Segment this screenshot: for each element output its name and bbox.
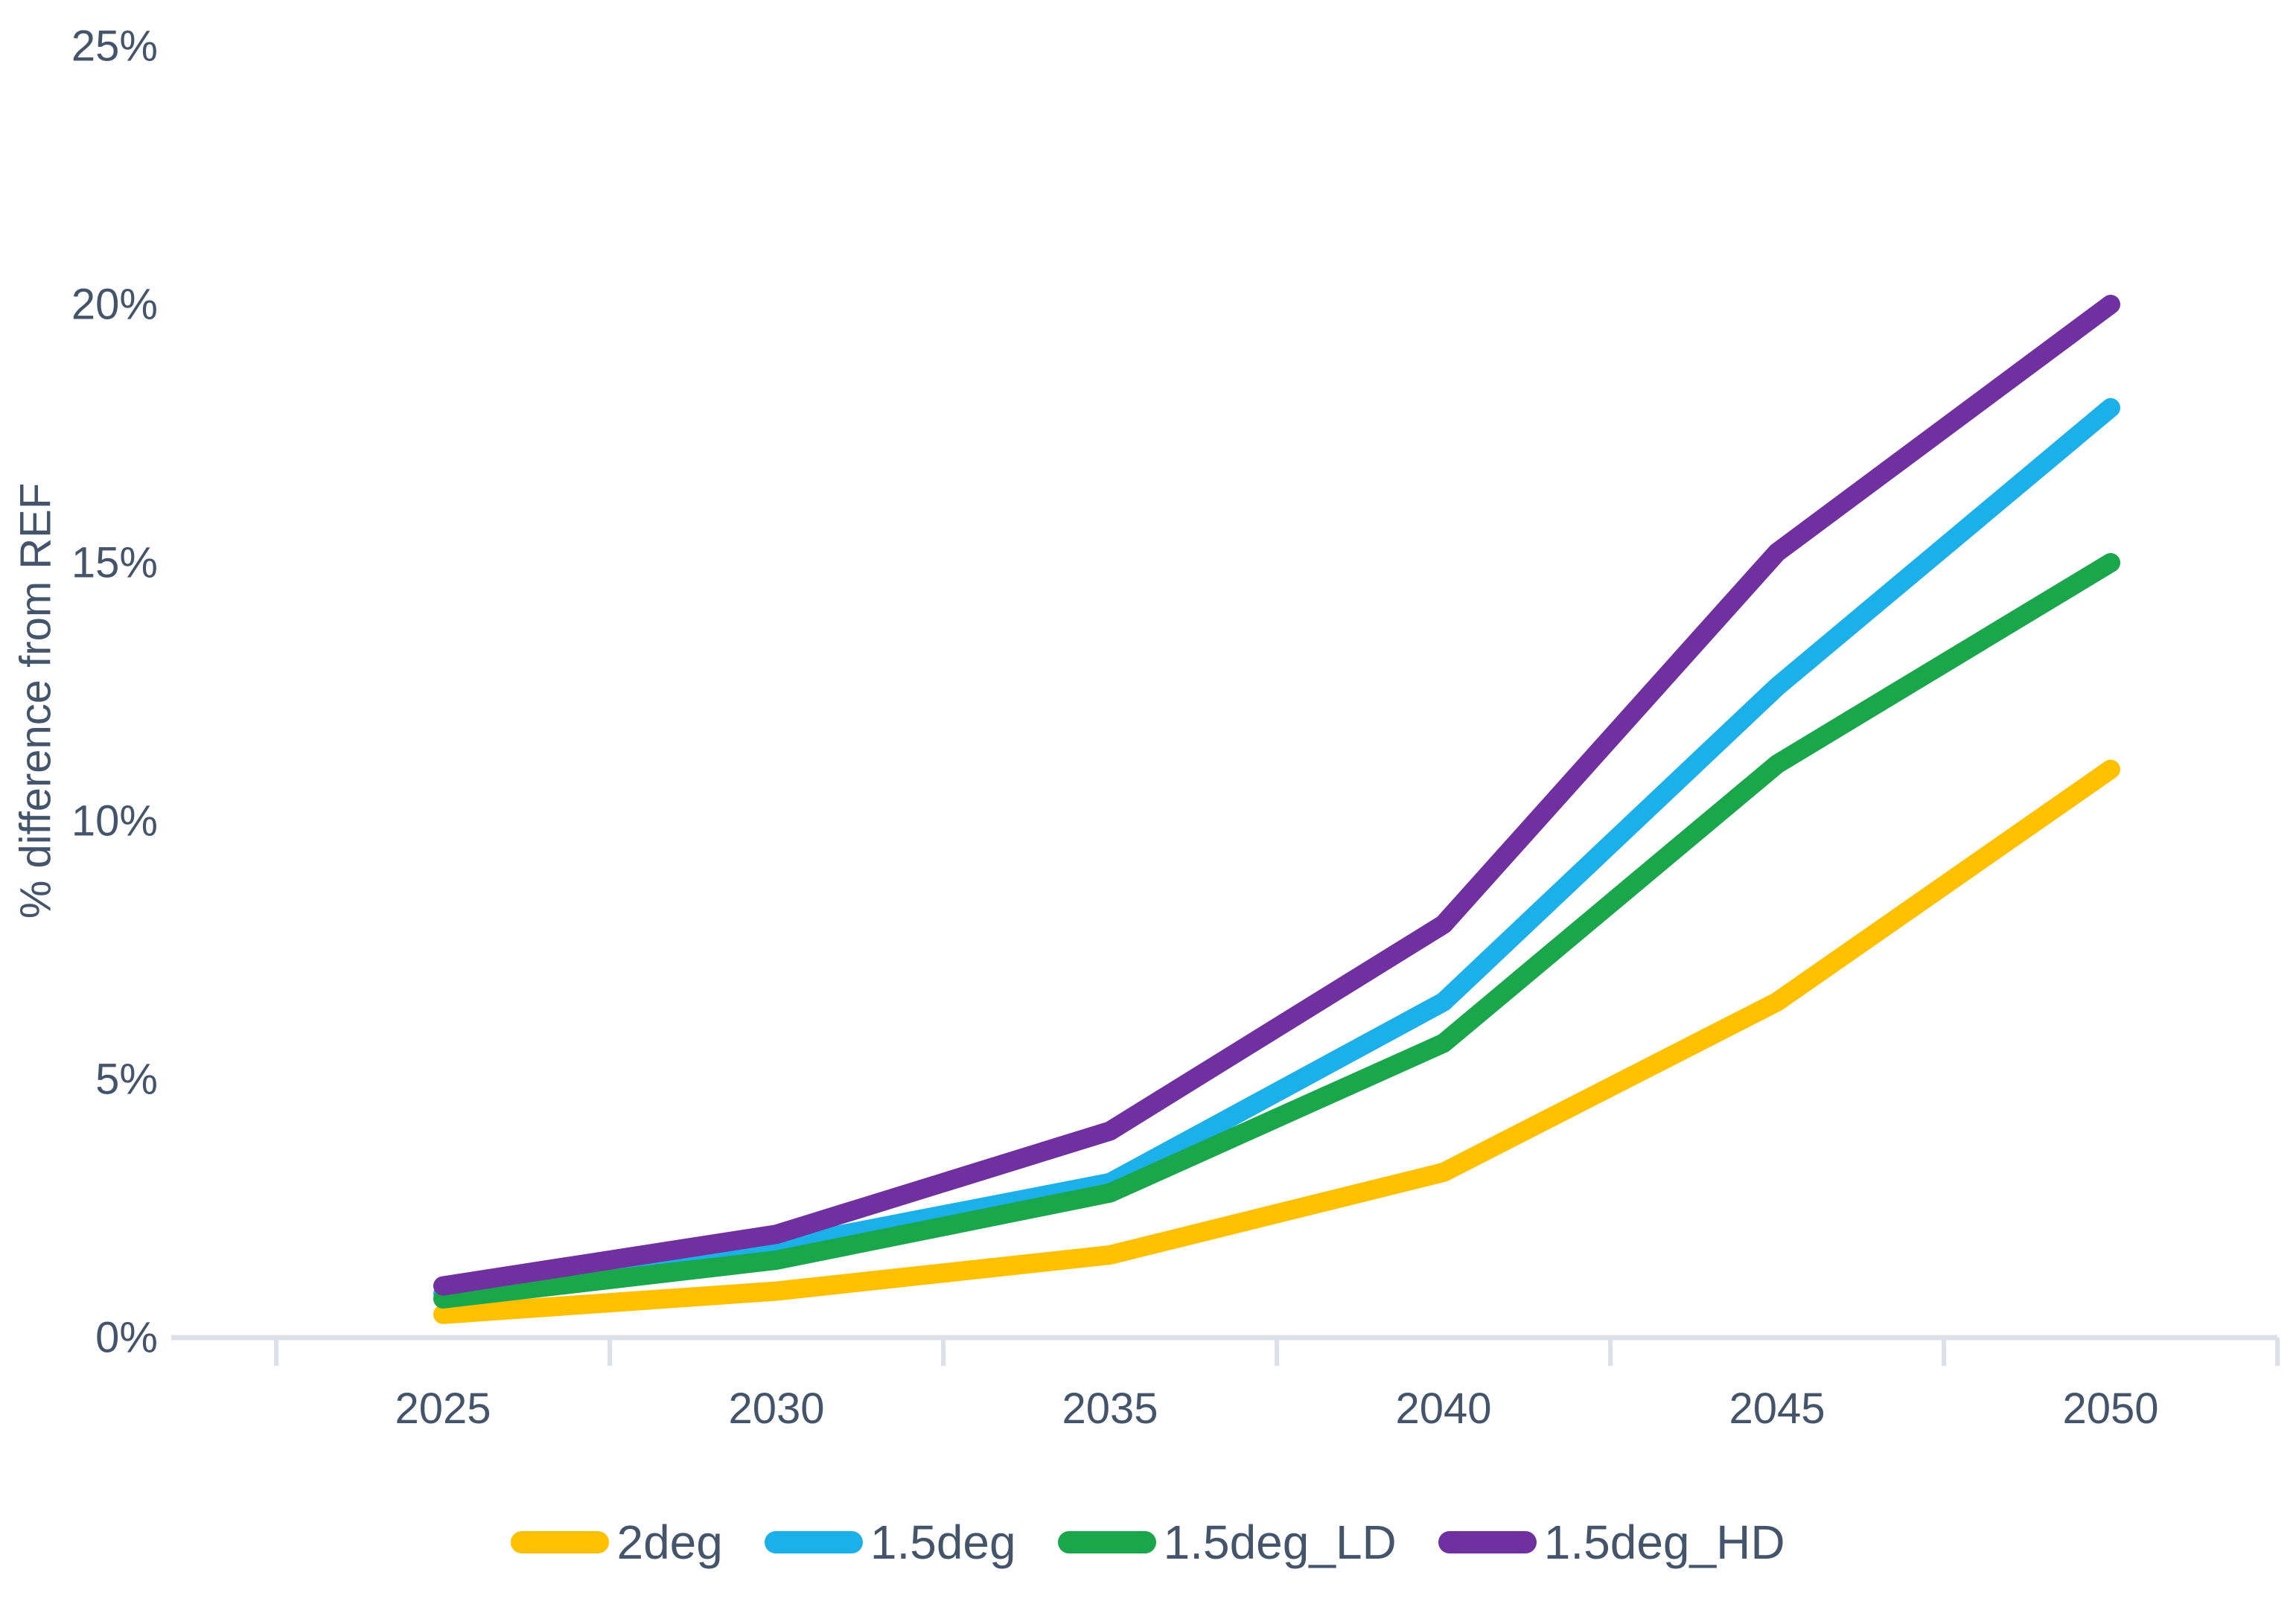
y-tick-label: 0% bbox=[95, 1314, 158, 1362]
legend-label: 1.5deg bbox=[870, 1515, 1016, 1569]
series-line-1.5deg bbox=[433, 397, 2120, 1304]
series-line-2deg bbox=[433, 759, 2120, 1324]
legend-item-2deg: 2deg bbox=[511, 1515, 723, 1569]
x-tick-label: 2045 bbox=[1729, 1384, 1825, 1433]
x-tick-label: 2035 bbox=[1062, 1384, 1158, 1433]
legend-item-1.5deg_HD: 1.5deg_HD bbox=[1438, 1518, 1785, 1566]
y-axis-title: % difference from REF bbox=[11, 482, 60, 919]
x-tick-label: 2050 bbox=[2062, 1384, 2158, 1433]
legend-marker-1.5deg_LD bbox=[1057, 1531, 1156, 1553]
legend-marker-1.5deg_HD bbox=[1438, 1531, 1537, 1553]
legend-label: 1.5deg_HD bbox=[1543, 1515, 1785, 1569]
x-tick-label: 2025 bbox=[395, 1384, 491, 1433]
series-line-1.5deg_LD bbox=[433, 553, 2120, 1309]
y-tick-label: 5% bbox=[95, 1055, 158, 1104]
legend-item-1.5deg: 1.5deg bbox=[764, 1515, 1016, 1569]
legend-item-1.5deg_LD: 1.5deg_LD bbox=[1057, 1515, 1397, 1569]
y-tick-label: 25% bbox=[71, 22, 158, 71]
legend-label: 2deg bbox=[616, 1515, 723, 1569]
legend-label: 1.5deg_LD bbox=[1163, 1515, 1397, 1569]
series-line-1.5deg_HD bbox=[433, 295, 2120, 1296]
y-tick-label: 10% bbox=[71, 797, 158, 846]
legend-marker-2deg bbox=[511, 1531, 610, 1553]
x-tick-label: 2040 bbox=[1395, 1384, 1491, 1433]
legend-marker-1.5deg bbox=[764, 1531, 863, 1553]
legend: 2deg 1.5deg 1.5deg_LD 1.5deg_HD bbox=[0, 1518, 2296, 1566]
y-tick-label: 15% bbox=[71, 539, 158, 587]
x-tick-label: 2030 bbox=[728, 1384, 824, 1433]
y-tick-label: 20% bbox=[71, 281, 158, 329]
